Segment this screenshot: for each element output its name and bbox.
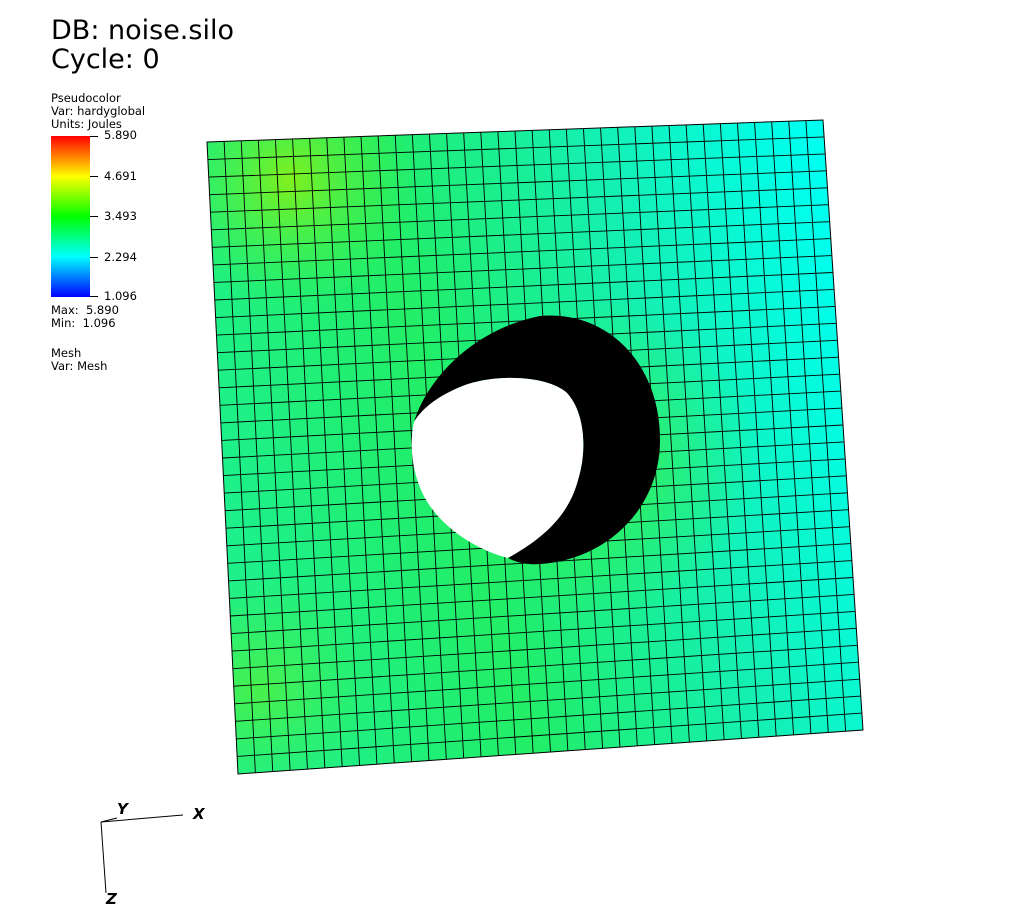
axis-x-label: X [193,805,205,823]
surface-glow-top-left [207,120,450,320]
axis-y-label: Y [117,800,128,818]
colorbar-tick [90,176,98,177]
pseudocolor-max: Max: 5.890 [51,303,119,317]
hole-interior-wall [414,315,660,565]
axes-triad [100,814,184,894]
mesh-line [788,121,829,733]
pseudocolor-legend-variable: Var: hardyglobal [51,104,146,118]
axis-z-label: Z [106,890,117,908]
colorbar-tick [90,216,98,217]
pseudocolor-min: Min: 1.096 [51,316,116,330]
colorbar-tick-label: 4.691 [104,169,137,183]
mesh-line [237,712,862,757]
colorbar-tick-label: 5.890 [104,128,137,142]
mesh-line [233,644,858,687]
mesh-line [771,121,812,734]
colorbar-tick-label: 1.096 [104,289,137,303]
axis-z-line [100,821,107,894]
mesh-line [736,123,777,737]
mesh-line [235,678,860,722]
mesh-line [236,695,861,740]
mesh-line [234,661,859,705]
hole-opening [411,377,584,558]
axis-y-stub [100,817,118,823]
colorbar-tick [90,257,98,258]
cycle-label: Cycle: 0 [51,44,160,75]
colorbar-tick [90,136,98,137]
pseudocolor-legend-title: Pseudocolor [51,91,121,105]
hole [411,315,660,565]
mesh-legend-title: Mesh [51,346,82,360]
mesh-boundary [206,119,864,775]
colorbar-tick-label: 2.294 [104,250,137,264]
mesh-line [754,122,795,735]
mesh-line [805,120,847,732]
pseudocolor-legend-units: Units: Joules [51,117,122,131]
axis-y-line [100,814,184,823]
mesh-legend-variable: Var: Mesh [51,359,108,373]
colorbar-tick [90,296,98,297]
colorbar-tick-label: 3.493 [104,209,137,223]
mesh-line [232,627,857,670]
database-title: DB: noise.silo [51,15,234,46]
colorbar [51,136,90,297]
